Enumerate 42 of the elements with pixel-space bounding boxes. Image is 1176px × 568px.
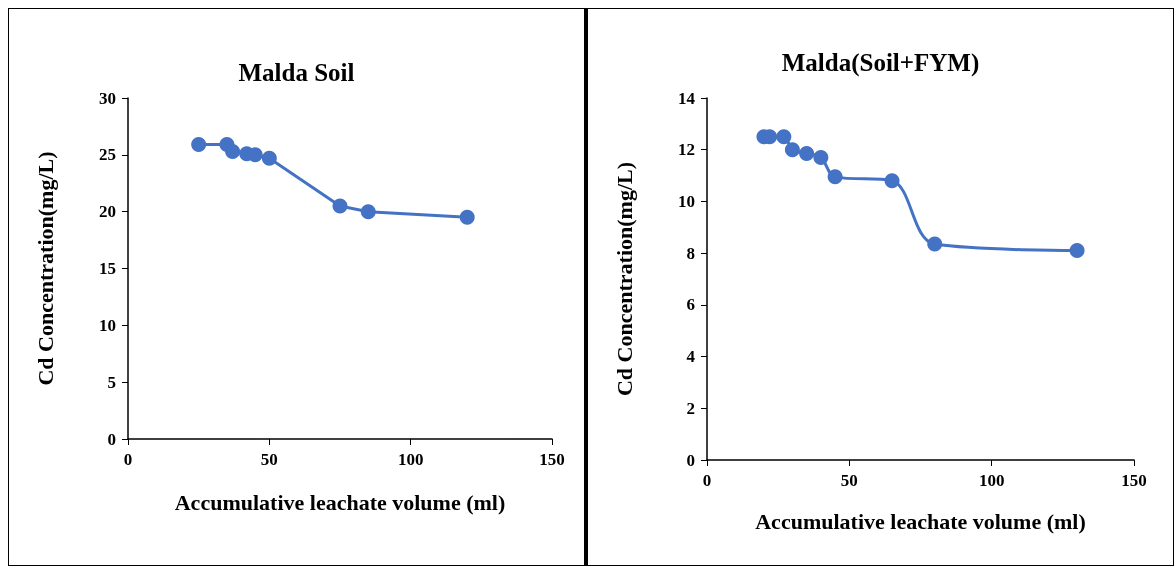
y-tick-label: 20 — [99, 202, 116, 222]
point — [225, 143, 241, 159]
point — [360, 204, 376, 220]
x-tick-label: 150 — [539, 450, 565, 469]
y-tick-label: 12 — [678, 140, 695, 160]
x-axis-title: Accumulative leachate volume (ml) — [755, 508, 1086, 534]
point — [191, 137, 207, 153]
x-axis-title: Accumulative leachate volume (ml) — [174, 489, 506, 515]
point — [1069, 243, 1085, 259]
x-tick-label: 0 — [702, 471, 712, 490]
x-tick-label: 50 — [840, 471, 858, 490]
point — [261, 150, 277, 166]
x-tick-label: 100 — [978, 471, 1005, 490]
y-tick-label: 14 — [678, 88, 696, 108]
y-tick-label: 0 — [107, 429, 116, 449]
y-tick-label: 5 — [107, 372, 116, 392]
x-tick-label: 100 — [397, 450, 424, 469]
x-tick-label: 0 — [123, 450, 133, 469]
point — [827, 169, 843, 185]
point — [799, 146, 815, 162]
y-tick-label: 25 — [99, 145, 116, 165]
y-tick-label: 30 — [99, 88, 116, 108]
y-tick-label: 2 — [686, 398, 695, 418]
y-tick-label: 10 — [678, 191, 695, 211]
point — [776, 129, 792, 145]
point — [332, 198, 348, 214]
y-axis-title: Cd Concentration(mg/L) — [611, 161, 637, 397]
y-tick-label: 8 — [686, 243, 695, 263]
chart-title: Malda(Soil+FYM) — [781, 49, 980, 77]
point — [884, 173, 900, 189]
y-tick-label: 10 — [99, 315, 116, 335]
point — [813, 149, 829, 165]
x-tick-label: 50 — [260, 450, 278, 469]
y-tick-label: 6 — [686, 295, 695, 315]
point — [459, 209, 475, 225]
x-tick-label: 150 — [1121, 471, 1147, 490]
y-tick-label: 15 — [99, 259, 116, 278]
chart-title: Malda Soil — [238, 59, 355, 86]
point — [927, 236, 943, 252]
point — [784, 142, 800, 158]
y-axis-title: Cd Concentration(mg/L) — [32, 151, 58, 386]
y-tick-label: 4 — [686, 347, 696, 367]
